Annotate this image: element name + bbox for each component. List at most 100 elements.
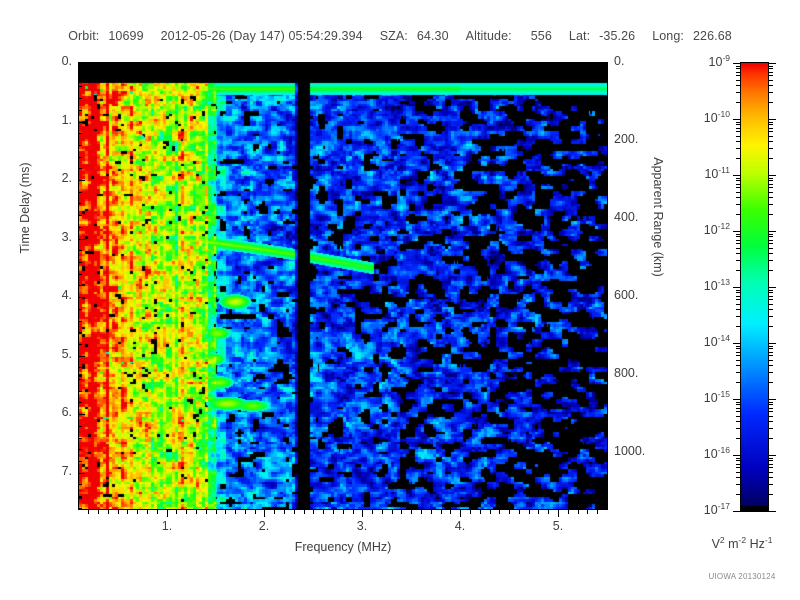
x-axis-minor-tick bbox=[411, 509, 412, 514]
y-axis-left-title: Time Delay (ms) bbox=[18, 162, 32, 254]
colorbar-minor-tick-left bbox=[736, 66, 740, 67]
colorbar-tick-mantissa-5: 10 bbox=[703, 335, 718, 350]
colorbar-minor-tick-right bbox=[769, 240, 773, 241]
colorbar-tick-exponent-6: -15 bbox=[717, 389, 730, 399]
colorbar-major-tick-right-7 bbox=[769, 455, 776, 456]
y-axis-left-minor-tick bbox=[78, 402, 82, 403]
x-axis-tick-label-1: 2. bbox=[258, 519, 270, 533]
colorbar-minor-tick-left bbox=[736, 192, 740, 193]
colorbar-minor-tick-right bbox=[769, 494, 773, 495]
colorbar-minor-tick-left bbox=[736, 438, 740, 439]
y-axis-left-major-tick-1 bbox=[78, 122, 85, 123]
x-axis-title: Frequency (MHz) bbox=[294, 540, 392, 554]
y-axis-left-tick-label-5: 5. bbox=[61, 347, 72, 361]
orbit-value: 10699 bbox=[108, 29, 144, 43]
colorbar-minor-tick-right bbox=[769, 141, 773, 142]
colorbar-major-tick-left-0 bbox=[733, 63, 740, 64]
y-axis-left-minor-tick bbox=[78, 367, 82, 368]
y-axis-right-major-tick-1 bbox=[601, 141, 608, 142]
colorbar-tick-mantissa-8: 10 bbox=[703, 503, 718, 518]
y-axis-left-minor-tick bbox=[78, 157, 82, 158]
colorbar-minor-tick-left bbox=[736, 248, 740, 249]
y-axis-left-tick-label-6: 6. bbox=[61, 405, 72, 419]
x-axis-minor-tick bbox=[597, 509, 598, 514]
colorbar-minor-tick-left bbox=[736, 80, 740, 81]
colorbar-minor-tick-right bbox=[769, 360, 773, 361]
y-axis-left-minor-tick bbox=[78, 133, 82, 134]
y-axis-right-tick-label-2: 400. bbox=[614, 210, 639, 224]
colorbar-minor-tick-left bbox=[736, 360, 740, 361]
x-axis-tick-label-4: 5. bbox=[552, 519, 564, 533]
colorbar-minor-tick-right bbox=[769, 309, 773, 310]
x-axis-minor-tick bbox=[196, 509, 197, 514]
x-axis-minor-tick bbox=[490, 509, 491, 514]
colorbar-minor-tick-left bbox=[736, 253, 740, 254]
colorbar-tick-exponent-5: -14 bbox=[717, 333, 730, 343]
colorbar-minor-tick-left bbox=[736, 72, 740, 73]
y-axis-left-tick-label-2: 2. bbox=[61, 171, 72, 185]
x-axis-top-minor-tick bbox=[353, 62, 354, 66]
x-axis-major-tick-2 bbox=[362, 509, 363, 517]
colorbar-major-tick-right-1 bbox=[769, 119, 776, 120]
colorbar-minor-tick-left bbox=[736, 236, 740, 237]
colorbar-minor-tick-left bbox=[736, 136, 740, 137]
unit-v-exp: 2 bbox=[719, 535, 725, 545]
colorbar-tick-label-6: 10-15 bbox=[678, 389, 730, 405]
x-axis-top-minor-tick bbox=[294, 62, 295, 66]
y-axis-left-minor-tick bbox=[78, 75, 82, 76]
y-axis-left-major-tick-3 bbox=[78, 239, 85, 240]
colorbar-minor-tick-right bbox=[769, 411, 773, 412]
colorbar-minor-tick-right bbox=[769, 326, 773, 327]
colorbar-minor-tick-left bbox=[736, 240, 740, 241]
x-axis-top-minor-tick bbox=[441, 62, 442, 66]
colorbar-minor-tick-left bbox=[736, 477, 740, 478]
colorbar-minor-tick-left bbox=[736, 214, 740, 215]
sza-label: SZA: bbox=[379, 29, 408, 43]
colorbar-minor-tick-left bbox=[736, 260, 740, 261]
colorbar-minor-tick-left bbox=[736, 494, 740, 495]
x-axis-minor-tick bbox=[509, 509, 510, 514]
y-axis-left-minor-tick bbox=[78, 98, 82, 99]
colorbar-tick-label-2: 10-11 bbox=[678, 165, 730, 181]
colorbar-minor-tick-right bbox=[769, 102, 773, 103]
colorbar-minor-tick-left bbox=[736, 421, 740, 422]
x-axis-major-tick-4 bbox=[558, 509, 559, 517]
x-axis-top-minor-tick bbox=[421, 62, 422, 66]
x-axis-top-minor-tick bbox=[216, 62, 217, 66]
colorbar-minor-tick-left bbox=[736, 484, 740, 485]
x-axis-top-minor-tick bbox=[245, 62, 246, 66]
colorbar-minor-tick-right bbox=[769, 372, 773, 373]
colorbar-minor-tick-right bbox=[769, 421, 773, 422]
colorbar-minor-tick-left bbox=[736, 316, 740, 317]
credit-text: UIOWA 20130124 bbox=[708, 572, 776, 581]
x-axis-top-major-tick-1 bbox=[264, 62, 265, 68]
y-axis-right-minor-tick bbox=[604, 414, 608, 415]
colorbar-minor-tick-right bbox=[769, 428, 773, 429]
y-axis-right-tick-label-5: 1000. bbox=[614, 444, 646, 458]
colorbar-minor-tick-left bbox=[736, 197, 740, 198]
colorbar-minor-tick-left bbox=[736, 365, 740, 366]
colorbar-minor-tick-right bbox=[769, 304, 773, 305]
y-axis-left-minor-tick bbox=[78, 262, 82, 263]
colorbar-minor-tick-right bbox=[769, 243, 773, 244]
colorbar-minor-tick-right bbox=[769, 92, 773, 93]
colorbar-minor-tick-right bbox=[769, 316, 773, 317]
x-axis-minor-tick bbox=[147, 509, 148, 514]
colorbar-minor-tick-left bbox=[736, 464, 740, 465]
colorbar-minor-tick-left bbox=[736, 467, 740, 468]
x-axis-minor-tick bbox=[98, 509, 99, 514]
x-axis-top-minor-tick bbox=[313, 62, 314, 66]
x-axis-top-major-tick-0 bbox=[167, 62, 168, 68]
colorbar-minor-tick-right bbox=[769, 72, 773, 73]
colorbar-tick-exponent-7: -16 bbox=[717, 445, 730, 455]
colorbar-minor-tick-right bbox=[769, 234, 773, 235]
x-axis-top-minor-tick bbox=[411, 62, 412, 66]
altitude-label: Altitude: bbox=[465, 29, 512, 43]
colorbar-minor-tick-left bbox=[736, 178, 740, 179]
y-axis-left-minor-tick bbox=[78, 110, 82, 111]
colorbar-minor-tick-left bbox=[736, 234, 740, 235]
colorbar-minor-tick-left bbox=[736, 124, 740, 125]
colorbar-tick-exponent-2: -11 bbox=[718, 165, 730, 175]
x-axis-minor-tick bbox=[157, 509, 158, 514]
orbit-label: Orbit: bbox=[68, 29, 100, 43]
